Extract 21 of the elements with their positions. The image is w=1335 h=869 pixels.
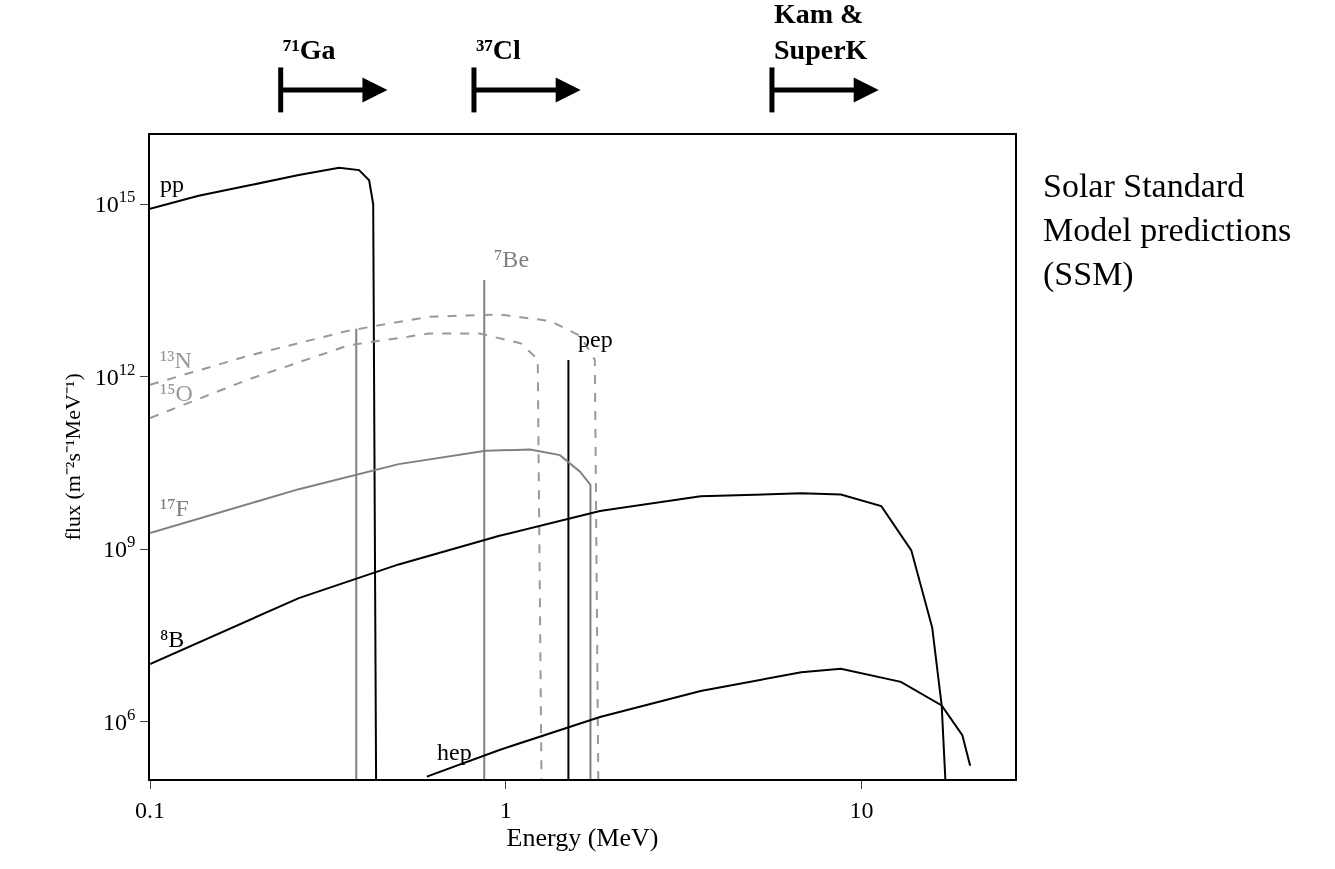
x-axis-title: Energy (MeV) (506, 822, 659, 852)
series-label: ⁸B (160, 626, 185, 652)
y-tick-label: 10$^{12}$ (94, 359, 136, 390)
series-label: pep (578, 326, 613, 352)
x-tick-label: 10 (849, 796, 874, 823)
ref-line-label: Kam & SuperK (774, 0, 868, 66)
y-tick-label: 10$^{9}$ (103, 532, 136, 563)
x-tick-label: 1 (499, 796, 512, 823)
text: Solar Standard Model predictions (SSM) (1043, 167, 1292, 294)
y-axis-title: flux (m⁻²s⁻¹MeV⁻¹) (59, 373, 85, 541)
ref-line-label: ⁷¹Ga (283, 34, 336, 65)
ref-line-label: ³⁷Cl (476, 34, 522, 65)
series-label: pp (160, 171, 184, 197)
series-label: ¹⁷F (160, 495, 189, 521)
y-tick-label: 10$^{15}$ (94, 187, 136, 218)
series-label: hep (437, 739, 472, 765)
series-label: ¹⁵O (160, 380, 193, 406)
x-tick-label: 0.1 (135, 796, 165, 823)
series-label: ⁷Be (494, 246, 530, 272)
series-label: ¹³N (160, 347, 192, 373)
y-tick-label: 10$^{6}$ (103, 704, 136, 735)
